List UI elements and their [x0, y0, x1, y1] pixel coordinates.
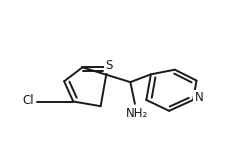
Text: N: N [195, 91, 203, 104]
Text: S: S [105, 59, 112, 72]
Text: Cl: Cl [23, 94, 34, 107]
Text: NH₂: NH₂ [126, 107, 148, 120]
